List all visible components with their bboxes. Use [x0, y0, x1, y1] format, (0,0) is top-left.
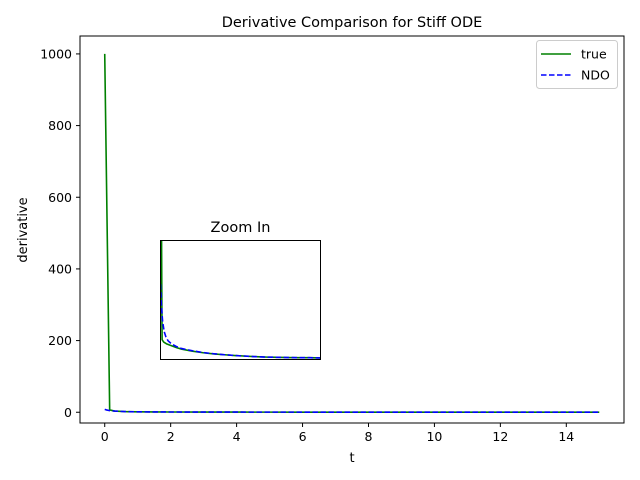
x-tick-label: 2 [167, 429, 175, 444]
x-tick-label: 6 [299, 429, 307, 444]
y-axis-label: derivative [16, 197, 31, 262]
x-tick-label: 10 [426, 429, 442, 444]
plot-area [79, 35, 625, 424]
y-tick-label: 0 [64, 405, 72, 420]
inset-series-line-ndo [160, 284, 321, 359]
chart-title: Derivative Comparison for Stiff ODE [222, 15, 483, 31]
y-tick-label: 400 [48, 261, 72, 276]
x-axis-label: t [349, 451, 354, 466]
y-tick-label: 1000 [40, 46, 72, 61]
inset-title: Zoom In [211, 220, 271, 236]
main-series-group [103, 53, 600, 414]
y-axis: 0 200 400 600 800 1000 [40, 46, 80, 420]
legend-box [536, 40, 618, 89]
plot-frame [79, 35, 625, 424]
legend-label-ndo: NDO [581, 68, 610, 83]
inset-background [160, 240, 321, 360]
inset-frame [160, 240, 321, 360]
inset-axes: Zoom In [160, 220, 321, 360]
inset-series-group [160, 240, 321, 359]
legend: true NDO [536, 40, 618, 89]
y-tick-label: 800 [48, 118, 72, 133]
legend-label-true: true [581, 47, 607, 62]
x-tick-label: 0 [101, 429, 109, 444]
series-line-ndo [104, 408, 600, 414]
x-tick-label: 8 [365, 429, 373, 444]
x-tick-label: 12 [492, 429, 508, 444]
y-tick-label: 600 [48, 190, 72, 205]
x-tick-label: 4 [233, 429, 241, 444]
y-tick-label: 200 [48, 333, 72, 348]
series-line-true [103, 53, 600, 414]
x-tick-label: 14 [558, 429, 574, 444]
x-axis: 0 2 4 6 8 10 12 14 [101, 423, 574, 444]
